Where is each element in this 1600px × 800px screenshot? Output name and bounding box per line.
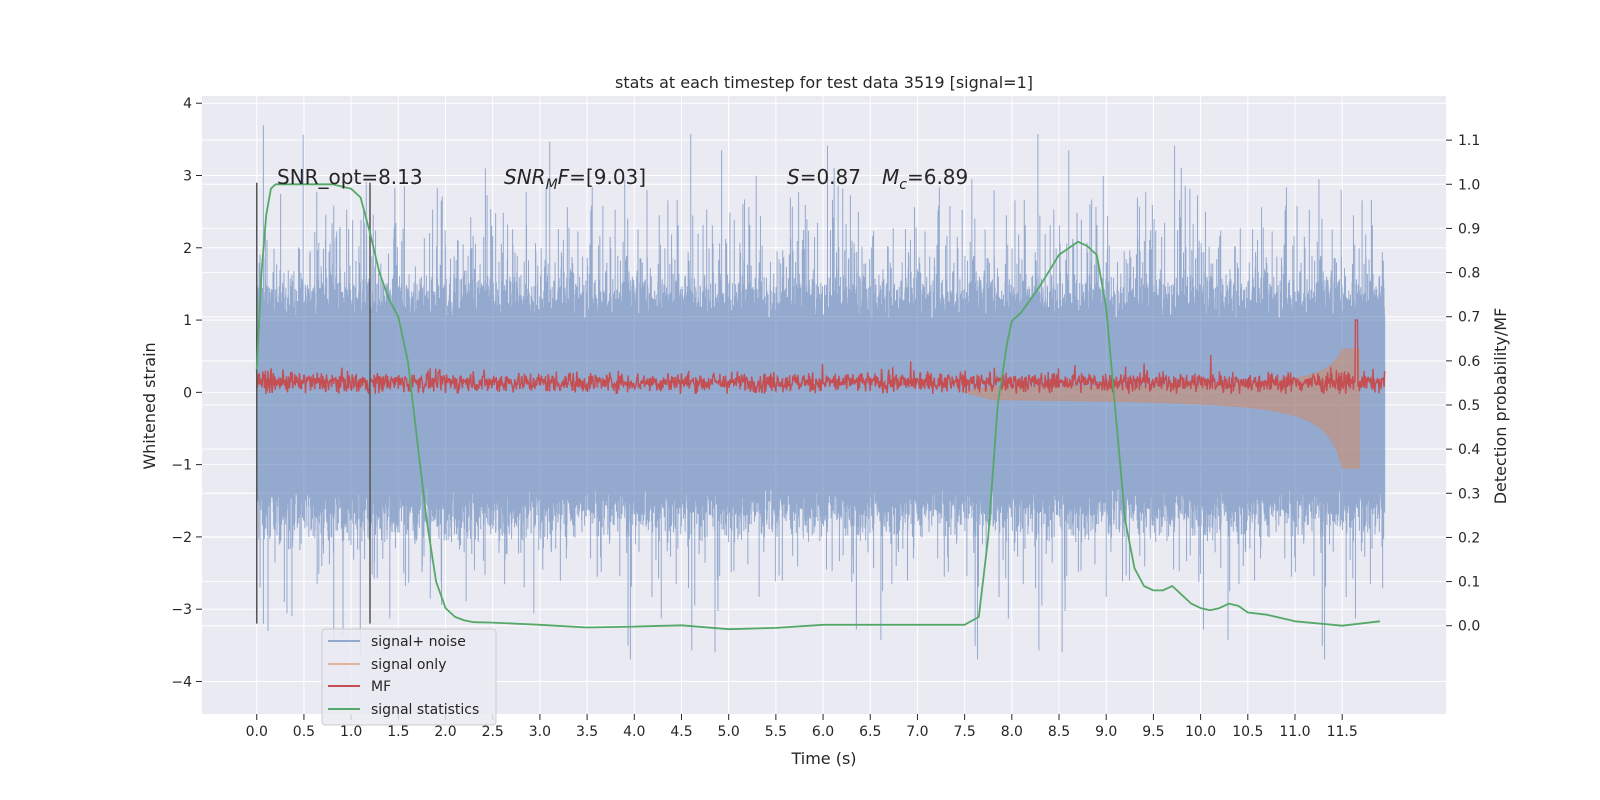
annotation-s: S=0.87 [787, 165, 861, 189]
y-tick-label: 3 [183, 169, 192, 185]
y-tick-label: 4 [183, 96, 192, 112]
y-right-tick-label: 0.6 [1458, 354, 1480, 370]
x-tick-label: 0.0 [246, 724, 268, 740]
y-tick-label: 2 [183, 241, 192, 257]
y-tick-label: −3 [171, 602, 192, 618]
y-right-tick-label: 0.3 [1458, 486, 1480, 502]
x-tick-label: 6.0 [812, 724, 834, 740]
y-tick-label: 1 [183, 313, 192, 329]
mf-line [256, 319, 1386, 395]
y-right-tick-label: 0.8 [1458, 266, 1480, 282]
y-tick-label: 0 [183, 385, 192, 401]
y-right-tick-label: 1.0 [1458, 177, 1480, 193]
y-right-tick-label: 0.7 [1458, 310, 1480, 326]
x-tick-label: 5.0 [718, 724, 740, 740]
x-tick-label: 9.5 [1142, 724, 1164, 740]
x-tick-label: 2.5 [482, 724, 504, 740]
x-tick-label: 5.5 [765, 724, 787, 740]
x-tick-label: 4.5 [670, 724, 692, 740]
annotation-mc: Mc=6.89 [882, 165, 968, 193]
y-tick-label: −1 [171, 458, 192, 474]
x-tick-label: 11.5 [1327, 724, 1358, 740]
x-tick-label: 3.0 [529, 724, 551, 740]
y-right-tick-label: 1.1 [1458, 133, 1480, 149]
x-tick-label: 1.0 [340, 724, 362, 740]
annotation-snr-opt: SNR_opt=8.13 [277, 165, 423, 189]
legend-label-signal-noise: signal+ noise [371, 634, 466, 650]
x-tick-label: 3.5 [576, 724, 598, 740]
annotation-snr-mf: SNRMF=[9.03] [504, 165, 646, 193]
y-tick-label: −4 [171, 674, 192, 690]
y-right-tick-label: 0.2 [1458, 530, 1480, 546]
y-right-tick-label: 0.9 [1458, 221, 1480, 237]
x-tick-label: 2.0 [434, 724, 456, 740]
x-tick-label: 0.5 [293, 724, 315, 740]
y-right-tick-label: 0.5 [1458, 398, 1480, 414]
legend-label-signal-statistics: signal statistics [371, 702, 479, 718]
series-mf [256, 319, 1386, 395]
x-tick-label: 6.5 [859, 724, 881, 740]
x-tick-label: 8.5 [1048, 724, 1070, 740]
time-markers [255, 182, 371, 624]
y-tick-label: −2 [171, 530, 192, 546]
signal-statistics-line [255, 183, 1381, 631]
y-axis-right-label: Detection probability/MF [1491, 308, 1510, 505]
legend-label-signal-only: signal only [371, 657, 446, 673]
x-tick-label: 7.0 [906, 724, 928, 740]
x-axis-label: Time (s) [790, 749, 856, 768]
legend-box [321, 628, 497, 726]
ticks: 0.0 0.5 1.0 1.5 2.0 2.5 3.0 3.5 4.0 4.5 5.0 5.5 6.0 6… [171, 96, 1480, 740]
legend: signal+ noise signal only MF signal stat… [321, 628, 497, 726]
y-axis-label: Whitened strain [140, 342, 159, 469]
x-tick-label: 10.0 [1185, 724, 1216, 740]
x-tick-label: 8.0 [1001, 724, 1023, 740]
y-right-tick-label: 0.4 [1458, 442, 1480, 458]
chart-title: stats at each timestep for test data 351… [615, 73, 1033, 92]
x-tick-label: 11.0 [1279, 724, 1310, 740]
x-tick-label: 4.0 [623, 724, 645, 740]
x-tick-label: 10.5 [1232, 724, 1263, 740]
x-tick-label: 7.5 [954, 724, 976, 740]
y-right-tick-label: 0.1 [1458, 575, 1480, 591]
x-tick-label: 1.5 [387, 724, 409, 740]
series-signal-statistics [255, 183, 1381, 631]
y-right-tick-label: 0.0 [1458, 619, 1480, 635]
x-tick-label: 9.0 [1095, 724, 1117, 740]
legend-label-mf: MF [371, 679, 391, 695]
